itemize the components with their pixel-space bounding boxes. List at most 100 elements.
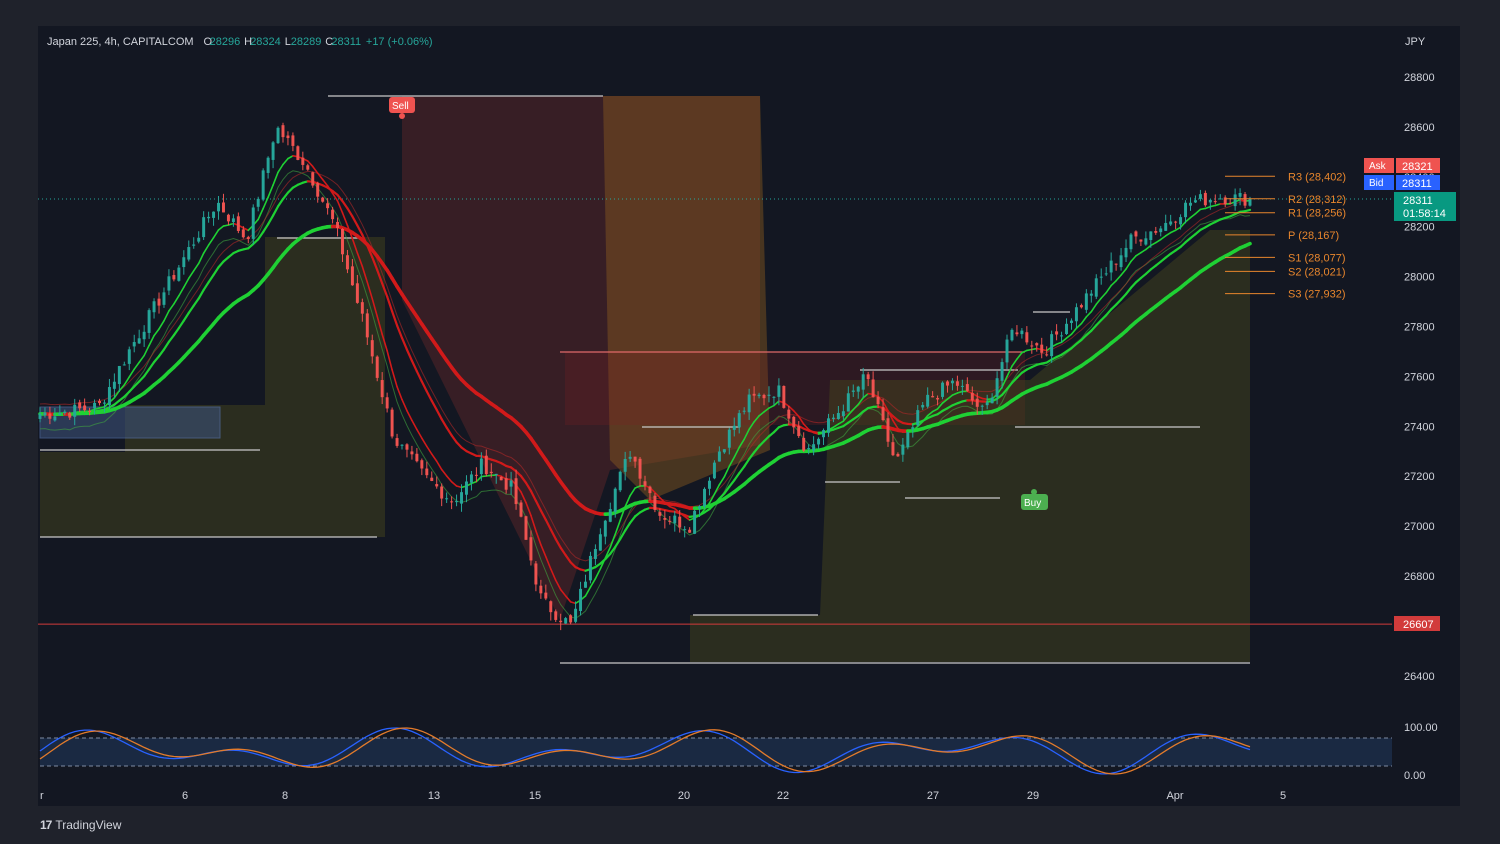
candle[interactable]	[1104, 273, 1108, 275]
candle[interactable]	[464, 481, 468, 495]
candle[interactable]	[926, 394, 930, 407]
candle[interactable]	[68, 413, 72, 418]
candle[interactable]	[564, 618, 568, 624]
candle[interactable]	[693, 510, 697, 534]
candle[interactable]	[1184, 202, 1188, 218]
candle[interactable]	[192, 244, 196, 246]
candle[interactable]	[678, 516, 682, 528]
candle[interactable]	[53, 416, 57, 421]
candle[interactable]	[479, 458, 483, 475]
candle[interactable]	[569, 615, 573, 623]
candle[interactable]	[950, 380, 954, 384]
candle[interactable]	[579, 588, 583, 611]
candle[interactable]	[1233, 194, 1237, 207]
candle[interactable]	[1248, 199, 1252, 206]
candle[interactable]	[455, 501, 459, 503]
candle[interactable]	[112, 381, 116, 389]
candle[interactable]	[311, 172, 315, 186]
candle[interactable]	[1124, 247, 1128, 258]
candle[interactable]	[1060, 335, 1064, 337]
candle[interactable]	[410, 451, 414, 455]
candle[interactable]	[921, 404, 925, 408]
candle[interactable]	[281, 125, 285, 138]
candle[interactable]	[623, 458, 627, 472]
candle[interactable]	[841, 411, 845, 417]
candle[interactable]	[1065, 323, 1068, 335]
candle[interactable]	[722, 449, 726, 453]
candle[interactable]	[350, 266, 354, 286]
candle[interactable]	[509, 480, 513, 487]
candle[interactable]	[162, 292, 166, 305]
candle[interactable]	[341, 228, 344, 255]
candle[interactable]	[360, 302, 364, 314]
candle[interactable]	[663, 518, 667, 520]
candle[interactable]	[390, 409, 394, 437]
candle[interactable]	[38, 413, 42, 419]
candle[interactable]	[167, 276, 171, 291]
candle[interactable]	[187, 247, 191, 260]
candle[interactable]	[831, 417, 835, 419]
candle[interactable]	[588, 555, 592, 581]
candle[interactable]	[1099, 276, 1103, 278]
candle[interactable]	[658, 512, 662, 516]
tradingview-logo[interactable]: 17 TradingView	[40, 818, 121, 832]
candle[interactable]	[157, 298, 161, 306]
candle[interactable]	[737, 413, 741, 428]
candle[interactable]	[286, 135, 290, 139]
candle[interactable]	[608, 509, 612, 522]
candle[interactable]	[321, 197, 325, 202]
candle[interactable]	[1055, 331, 1059, 335]
candle[interactable]	[871, 379, 875, 398]
candle[interactable]	[222, 202, 225, 213]
candle[interactable]	[345, 255, 349, 270]
candle[interactable]	[767, 394, 771, 396]
candle[interactable]	[405, 444, 409, 450]
candle[interactable]	[1218, 198, 1222, 200]
candle[interactable]	[633, 456, 637, 462]
candle[interactable]	[271, 142, 275, 160]
candle[interactable]	[732, 425, 736, 430]
candle[interactable]	[1000, 362, 1004, 381]
candle[interactable]	[861, 374, 865, 390]
candle[interactable]	[980, 405, 984, 407]
candle[interactable]	[1213, 201, 1217, 203]
candle[interactable]	[1030, 345, 1034, 347]
candle[interactable]	[1174, 221, 1178, 223]
candle[interactable]	[197, 237, 201, 242]
candle[interactable]	[460, 492, 463, 504]
candle[interactable]	[1129, 234, 1133, 250]
candle[interactable]	[450, 501, 454, 503]
candle[interactable]	[911, 427, 915, 430]
candle[interactable]	[1114, 263, 1118, 265]
candle[interactable]	[78, 402, 82, 409]
candle[interactable]	[807, 448, 811, 450]
candle[interactable]	[291, 135, 295, 146]
candle[interactable]	[876, 396, 880, 405]
candle[interactable]	[261, 170, 265, 200]
candle[interactable]	[1198, 194, 1202, 199]
candle[interactable]	[519, 502, 523, 517]
candle[interactable]	[1089, 293, 1093, 296]
candle[interactable]	[970, 392, 974, 401]
candle[interactable]	[574, 608, 578, 622]
candle[interactable]	[1179, 217, 1183, 225]
candle[interactable]	[355, 283, 359, 303]
candle[interactable]	[584, 581, 587, 588]
candle[interactable]	[554, 611, 558, 620]
candle[interactable]	[688, 529, 692, 533]
candle[interactable]	[400, 444, 404, 446]
candle[interactable]	[1069, 320, 1073, 323]
candle[interactable]	[365, 313, 369, 338]
candle[interactable]	[147, 310, 151, 333]
candle[interactable]	[613, 488, 617, 512]
candle[interactable]	[83, 405, 87, 411]
candle[interactable]	[707, 480, 711, 489]
candle[interactable]	[207, 216, 211, 219]
candle[interactable]	[415, 453, 419, 462]
candle[interactable]	[827, 418, 830, 433]
candle[interactable]	[514, 478, 518, 505]
candle[interactable]	[817, 438, 821, 445]
candle[interactable]	[673, 515, 677, 524]
candle[interactable]	[648, 486, 652, 494]
candle[interactable]	[241, 229, 245, 238]
